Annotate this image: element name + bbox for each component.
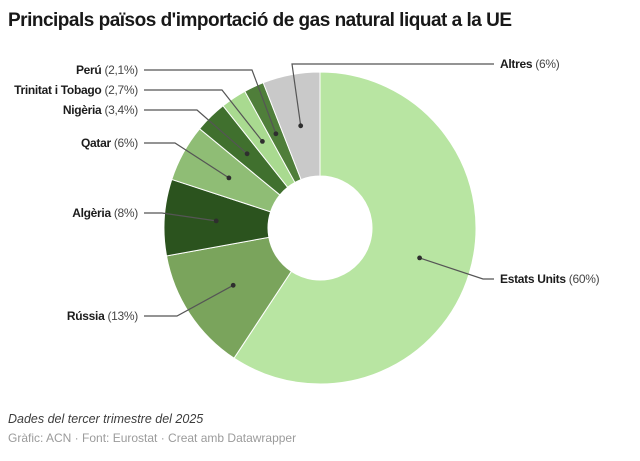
pie-slices	[163, 71, 477, 385]
slice-label-estats-units: Estats Units (60%)	[500, 272, 600, 286]
leader-line-russia	[144, 284, 234, 317]
leader-line-altres	[291, 63, 494, 126]
slice-label-trinitat-i-tobago: Trinitat i Tobago (2,7%)	[14, 83, 138, 97]
pie-slice-russia[interactable]	[165, 236, 293, 359]
chart-byline: Gràfic: ACN · Font: Eurostat · Creat amb…	[8, 431, 297, 445]
chart-note: Dades del tercer trimestre del 2025	[8, 412, 204, 426]
leader-line-algeria	[144, 212, 217, 222]
slice-label-peru: Perú (2,1%)	[76, 63, 138, 77]
slice-label-russia: Rússia (13%)	[67, 309, 138, 323]
leader-dot-altres	[298, 123, 304, 129]
leader-dot-peru	[273, 131, 279, 137]
leader-dot-russia	[230, 282, 236, 288]
slice-label-altres: Altres (6%)	[500, 57, 560, 71]
leader-line-qatar	[144, 142, 230, 179]
leader-line-nigeria	[144, 109, 248, 155]
slice-label-qatar: Qatar (6%)	[81, 136, 138, 150]
leader-line-estats-units	[419, 257, 494, 280]
leader-line-peru	[144, 69, 277, 135]
leader-dot-nigeria	[244, 151, 250, 157]
leader-dot-qatar	[226, 175, 232, 181]
leader-dot-algeria	[213, 218, 219, 224]
chart-title: Principals països d'importació de gas na…	[8, 10, 512, 31]
leader-lines	[144, 63, 494, 317]
slice-label-algeria: Algèria (8%)	[72, 206, 138, 220]
pie-slice-estats-units[interactable]	[233, 71, 477, 385]
pie-slice-altres[interactable]	[262, 71, 321, 181]
slice-labels: Estats Units (60%) Rússia (13%) Algèria (8…	[14, 57, 600, 323]
leader-dot-estats-units	[417, 255, 422, 261]
leader-dot-trinitat-i-tobago	[260, 139, 265, 144]
slice-label-nigeria: Nigèria (3,4%)	[63, 103, 138, 117]
leader-line-trinitat-i-tobago	[144, 89, 263, 142]
